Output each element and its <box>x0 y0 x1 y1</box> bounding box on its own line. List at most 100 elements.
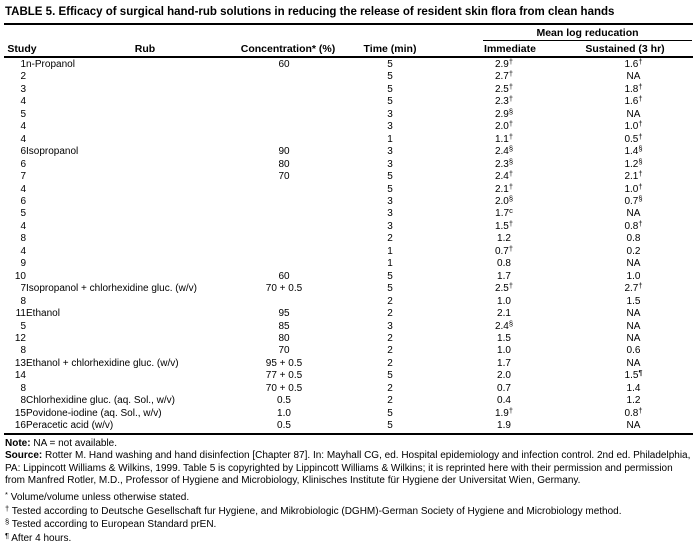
table-row: 9 1 0.8 NA <box>4 258 693 270</box>
table-row: 16 Peracetic acid (w/v) 0.5 5 1.9 NA <box>4 420 693 432</box>
rub-cell <box>26 345 222 357</box>
table-row: 3 5 2.5† 1.8† <box>4 81 693 96</box>
note-text: NA = not available. <box>30 438 118 449</box>
sustained-cell: 1.5 <box>626 295 641 307</box>
source-line: Source: Rotter M. Hand washing and hand … <box>5 450 694 487</box>
sustained-cell: 1.4 <box>626 382 641 394</box>
concentration-cell: 90 <box>278 146 290 158</box>
rub-cell: Ethanol <box>26 308 60 320</box>
study-cell: 4 <box>20 183 26 195</box>
immediate-cell: 2.3† <box>494 94 514 108</box>
immediate-cell: 2.0† <box>494 119 514 133</box>
sustained-cell: 0.6 <box>626 345 641 357</box>
time-cell: 2 <box>387 295 393 307</box>
immediate-cell: 2.4† <box>494 169 514 183</box>
rub-cell: Ethanol + chlorhexidine gluc. (w/v) <box>26 357 179 369</box>
immediate-cell: 2.4§ <box>494 318 514 332</box>
footnote-line: * Volume/volume unless otherwise stated. <box>5 489 190 503</box>
sustained-cell: NA <box>626 308 641 320</box>
study-cell: 11 <box>15 308 26 320</box>
study-cell: 13 <box>14 357 26 369</box>
column-header-sustained: Sustained (3 hr) <box>585 43 665 55</box>
concentration-cell: 1.0 <box>277 407 291 419</box>
study-cell: 2 <box>20 71 26 83</box>
footnote-marker: § <box>5 517 10 527</box>
time-cell: 5 <box>387 171 393 183</box>
rub-cell <box>26 171 222 183</box>
table-row: 4 3 1.5† 0.8† <box>4 220 693 233</box>
immediate-cell: 2.4§ <box>494 144 514 158</box>
rub-cell: Chlorhexidine gluc. (aq. Sol., w/v) <box>26 395 175 407</box>
immediate-cell: 1.2 <box>497 233 511 245</box>
study-cell: 6 <box>20 146 26 158</box>
time-cell: 5 <box>387 283 393 295</box>
footnote-marker: * <box>5 489 8 499</box>
study-cell: 15 <box>14 407 26 419</box>
table-row: 5 85 3 2.4§ NA <box>4 318 693 333</box>
immediate-cell: 0.7† <box>494 243 514 257</box>
concentration-cell: 70 + 0.5 <box>265 382 303 394</box>
sustained-cell: 1.4§ <box>624 144 643 158</box>
table-row: 6 80 3 2.3§ 1.2§ <box>4 156 693 171</box>
immediate-cell: 2.0 <box>497 370 511 382</box>
efficacy-table: 1 n-Propanol 60 5 2.9† 1.6† 2 5 2.7† NA 3 5 2.5† 1.8†… <box>4 57 693 433</box>
study-cell: 8 <box>20 233 26 245</box>
table-row: 10 60 5 1.7 1.0 <box>4 271 693 283</box>
study-cell: 8 <box>20 345 26 357</box>
concentration-cell <box>222 121 346 133</box>
footnote-marker: † <box>5 503 10 513</box>
table-row: 15 Povidone-iodine (aq. Sol., w/v) 1.0 5 1.9… <box>4 406 693 420</box>
immediate-cell: 1.0 <box>497 295 511 307</box>
concentration-cell: 80 <box>278 332 290 344</box>
sustained-cell: NA <box>626 332 641 344</box>
sustained-cell: 1.6† <box>624 57 643 70</box>
column-header-study: Study <box>7 43 37 55</box>
study-cell: 6 <box>20 195 26 207</box>
table-row: 2 5 2.7† NA <box>4 69 693 83</box>
time-cell: 5 <box>387 370 393 382</box>
time-cell: 5 <box>387 407 393 419</box>
time-cell: 1 <box>387 258 393 270</box>
rub-cell <box>26 84 222 96</box>
table-row: 11 Ethanol 95 2 2.1 NA <box>4 308 693 320</box>
source-label: Source: <box>5 450 43 462</box>
concentration-cell: 60 <box>278 270 290 282</box>
concentration-cell: 0.5 <box>277 420 291 432</box>
sustained-cell: 1.2§ <box>624 156 643 170</box>
table-row: 7 70 5 2.4† 2.1† <box>4 169 693 183</box>
sustained-cell: NA <box>626 258 641 270</box>
study-cell: 12 <box>14 332 26 344</box>
sustained-cell: 0.5† <box>624 131 643 145</box>
table-row: 4 1 0.7† 0.2 <box>4 243 693 258</box>
concentration-cell: 95 + 0.5 <box>265 357 303 369</box>
concentration-cell <box>222 233 346 245</box>
immediate-cell: 2.7† <box>494 69 514 83</box>
concentration-cell <box>222 258 346 270</box>
table-row: 6 Isopropanol 90 3 2.4§ 1.4§ <box>4 144 693 158</box>
sustained-cell: 1.8† <box>624 81 643 95</box>
rub-cell <box>26 221 222 233</box>
immediate-cell: 0.8 <box>497 258 511 270</box>
immediate-cell: 2.1 <box>497 308 511 320</box>
sustained-cell: NA <box>626 71 641 83</box>
concentration-cell: 70 <box>278 345 290 357</box>
time-cell: 1 <box>387 245 393 257</box>
rub-cell: Isopropanol + chlorhexidine gluc. (w/v) <box>26 283 197 295</box>
sustained-cell: 1.6† <box>624 94 643 108</box>
table-row: 8 70 + 0.5 2 0.7 1.4 <box>4 383 693 395</box>
concentration-cell <box>222 109 346 121</box>
divider-under-headers <box>4 56 693 58</box>
table-row: 8 70 2 1.0 0.6 <box>4 345 693 357</box>
time-cell: 5 <box>387 183 393 195</box>
concentration-cell <box>222 134 346 146</box>
study-cell: 4 <box>20 220 26 232</box>
rub-cell <box>26 96 222 108</box>
immediate-cell: 1.1† <box>494 131 514 145</box>
immediate-cell: 2.0§ <box>494 193 514 207</box>
study-cell: 7 <box>20 171 26 183</box>
rub-cell <box>26 258 222 270</box>
sustained-cell: 0.8 <box>626 233 641 245</box>
study-cell: 5 <box>20 320 26 332</box>
sustained-cell: 0.2 <box>626 245 641 257</box>
study-cell: 7 <box>20 283 26 295</box>
